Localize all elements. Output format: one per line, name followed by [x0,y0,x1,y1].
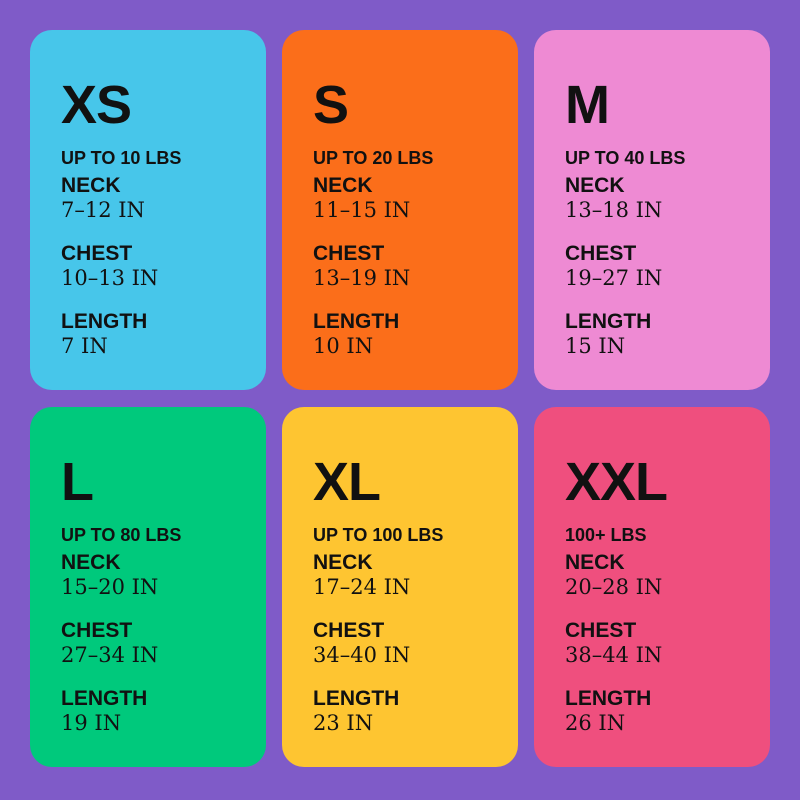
length-label: LENGTH [565,687,652,710]
length-value: 10 IN [313,334,374,358]
length-label: LENGTH [565,310,652,333]
neck-label: NECK [61,174,121,197]
chest-label: CHEST [565,619,637,642]
chest-value: 27–34 IN [61,643,159,667]
neck-value: 15–20 IN [61,575,159,599]
chest-value: 13–19 IN [313,266,411,290]
neck-value: 11–15 IN [313,198,411,222]
neck-value: 7–12 IN [61,198,145,222]
weight-range: UP TO 80 LBS [61,525,182,545]
neck-label: NECK [313,174,373,197]
size-card-xs: XS UP TO 10 LBS NECK 7–12 IN CHEST 10–13… [30,30,266,390]
weight-range: UP TO 20 LBS [313,148,434,168]
chest-value: 38–44 IN [565,643,663,667]
size-card-s: S UP TO 20 LBS NECK 11–15 IN CHEST 13–19… [282,30,518,390]
neck-label: NECK [565,174,625,197]
length-label: LENGTH [61,687,148,710]
length-value: 26 IN [565,711,626,735]
length-label: LENGTH [61,310,148,333]
neck-label: NECK [61,551,121,574]
chest-label: CHEST [313,242,385,265]
chest-value: 10–13 IN [61,266,159,290]
chest-label: CHEST [565,242,637,265]
length-value: 15 IN [565,334,626,358]
length-value: 19 IN [61,711,122,735]
chest-value: 19–27 IN [565,266,663,290]
chest-label: CHEST [61,242,133,265]
length-label: LENGTH [313,687,400,710]
weight-range: 100+ LBS [565,525,647,545]
length-label: LENGTH [313,310,400,333]
weight-range: UP TO 10 LBS [61,148,182,168]
size-card-xxl: XXL 100+ LBS NECK 20–28 IN CHEST 38–44 I… [534,407,770,767]
length-value: 7 IN [61,334,108,358]
size-label: S [313,75,349,135]
chest-label: CHEST [313,619,385,642]
size-label: M [565,75,610,135]
weight-range: UP TO 100 LBS [313,525,444,545]
size-label: XXL [565,452,668,512]
weight-range: UP TO 40 LBS [565,148,686,168]
chest-value: 34–40 IN [313,643,411,667]
size-label: L [61,452,94,512]
size-label: XL [313,452,381,512]
size-card-xl: XL UP TO 100 LBS NECK 17–24 IN CHEST 34–… [282,407,518,767]
chest-label: CHEST [61,619,133,642]
neck-label: NECK [565,551,625,574]
neck-value: 13–18 IN [565,198,663,222]
neck-value: 20–28 IN [565,575,663,599]
neck-label: NECK [313,551,373,574]
size-card-m: M UP TO 40 LBS NECK 13–18 IN CHEST 19–27… [534,30,770,390]
size-card-l: L UP TO 80 LBS NECK 15–20 IN CHEST 27–34… [30,407,266,767]
neck-value: 17–24 IN [313,575,411,599]
size-label: XS [61,75,132,135]
length-value: 23 IN [313,711,374,735]
